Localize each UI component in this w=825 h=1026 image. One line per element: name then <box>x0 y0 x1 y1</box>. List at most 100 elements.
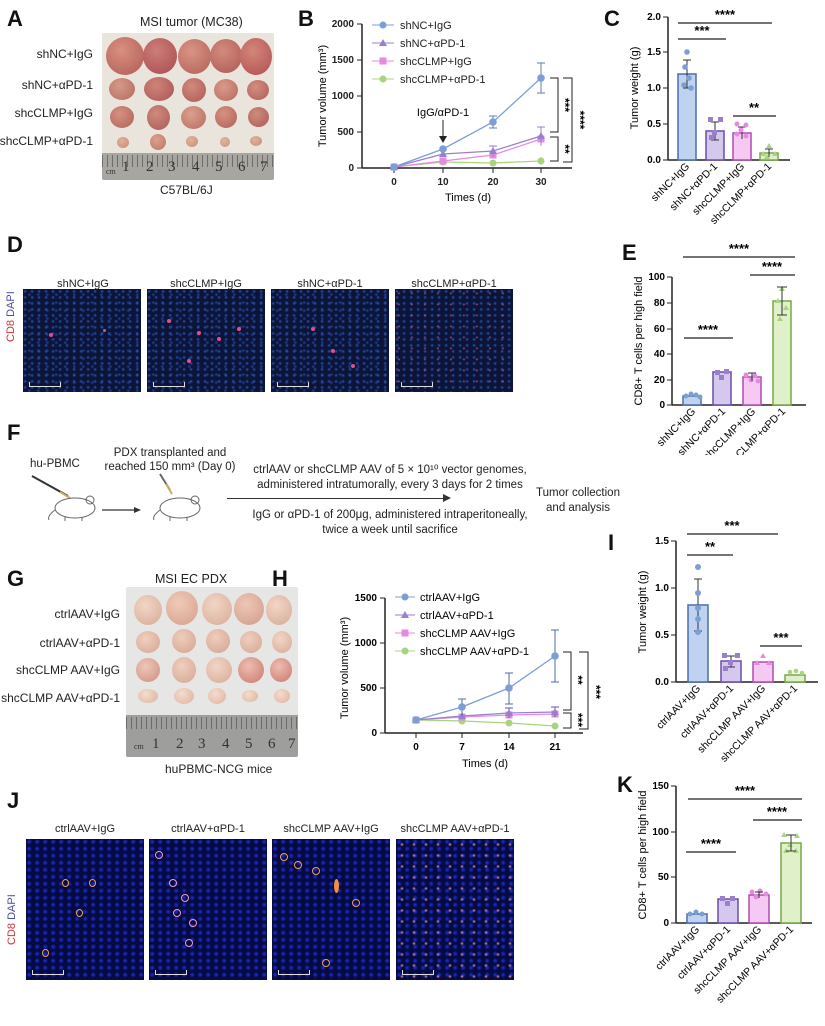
panel-label-h: H <box>272 566 288 591</box>
y-tick: 0.0 <box>647 155 661 166</box>
y-tick: 20 <box>654 375 666 386</box>
x-tick: 0 <box>413 742 419 753</box>
significance-label: **** <box>715 7 736 22</box>
treatment-antibody-line1: IgG or αPD-1 of 200μg, administered intr… <box>252 509 528 521</box>
treatment-aav-line2: administered intratumorally, every 3 day… <box>257 479 523 491</box>
panel-a-row-label-3: shcCLMP+IgG <box>14 106 93 120</box>
y-tick: 2.0 <box>647 12 661 23</box>
panel-label-k: K <box>617 772 633 797</box>
legend-label: shcCLMP AAV+IgG <box>420 628 515 640</box>
x-tick: 20 <box>487 177 499 188</box>
significance-label: **** <box>729 241 750 256</box>
y-tick: 500 <box>360 683 377 694</box>
panel-d-column-title-2: shcCLMP+IgG <box>170 278 242 290</box>
y-tick: 1000 <box>332 91 355 102</box>
significance-label: *** <box>773 630 789 645</box>
y-tick: 1.5 <box>655 536 669 547</box>
y-axis-label: CD8+ T cells per high field <box>637 791 649 920</box>
y-axis-label: Tumor volume (mm³) <box>317 45 329 147</box>
ruler-number: 5 <box>245 736 253 752</box>
y-tick: 0 <box>659 400 665 411</box>
ruler-number: 1 <box>152 736 160 752</box>
y-tick: 150 <box>652 781 669 792</box>
panel-b-line-chart: 0 500 1000 1500 2000 0 10 20 30 Times (d… <box>317 19 587 204</box>
legend-label: shNC+αPD-1 <box>400 38 465 50</box>
y-tick: 1500 <box>355 593 378 604</box>
panel-e-bar-chart: 0 20 40 60 80 100 CD8+ T cells per high … <box>633 241 806 455</box>
panel-a-caption: C57BL/6J <box>160 183 213 197</box>
y-tick: 2000 <box>332 19 355 30</box>
y-tick: 1.5 <box>647 47 661 58</box>
ruler-number: 7 <box>288 736 296 752</box>
panel-k-bar-chart: 0 50 100 150 CD8+ T cells per high field… <box>637 781 812 1006</box>
y-tick: 40 <box>654 349 666 360</box>
ruler-number: 2 <box>146 159 154 175</box>
panel-h-line-chart: 0 500 1000 1500 0 7 14 21 Times (d) Tumo… <box>339 592 603 770</box>
significance-label: *** <box>724 520 740 533</box>
x-tick: 21 <box>549 742 561 753</box>
panel-j-column-title-3: shcCLMP AAV+IgG <box>283 823 379 835</box>
panel-label-c: C <box>604 6 620 31</box>
panel-d-image-1 <box>23 289 141 392</box>
x-tick: 30 <box>535 177 547 188</box>
syringe-icon <box>31 475 71 499</box>
y-tick: 1.0 <box>647 83 661 94</box>
y-tick: 0 <box>348 163 354 174</box>
y-tick: 500 <box>337 127 354 138</box>
panel-label-j: J <box>7 788 20 813</box>
panel-j-image-3 <box>272 839 390 980</box>
ruler-number: 5 <box>215 159 223 175</box>
treatment-antibody-text: IgG or αPD-1 of 200μg, administered intr… <box>240 508 540 538</box>
significance-label: *** <box>571 713 585 727</box>
panel-label-g: G <box>7 566 25 591</box>
y-axis-label: Tumor weight (g) <box>637 571 649 654</box>
x-tick: 7 <box>459 742 465 753</box>
panel-g-row-label-1: ctrlAAV+IgG <box>54 607 120 621</box>
y-tick: 0.5 <box>647 119 661 130</box>
panel-j-column-title-1: ctrlAAV+IgG <box>54 823 115 835</box>
panel-g-row-label-3: shcCLMP AAV+IgG <box>16 663 120 677</box>
legend-label: shcCLMP AAV+αPD-1 <box>420 646 529 658</box>
panel-label-a: A <box>7 6 23 31</box>
y-tick: 80 <box>654 298 666 309</box>
y-tick: 0 <box>371 728 377 739</box>
panel-j-column-title-2: ctrlAAV+αPD-1 <box>171 823 245 835</box>
endpoint-line1: Tumor collection <box>536 487 620 499</box>
panel-j-stain-legend: CD8 DAPI <box>6 894 18 945</box>
panel-g-caption: huPBMC-NCG mice <box>165 762 273 776</box>
ruler-number: 3 <box>168 159 176 175</box>
y-axis-label: CD8+ T cells per high field <box>633 277 645 406</box>
y-tick: 1500 <box>332 55 355 66</box>
arrow-head-icon <box>443 494 451 502</box>
significance-label: **** <box>767 804 788 819</box>
ruler-number: 6 <box>238 159 246 175</box>
dapi-stain-label: DAPI <box>6 894 18 920</box>
panel-d-column-title-1: shNC+IgG <box>57 278 109 290</box>
legend-label: shcCLMP+IgG <box>400 56 472 68</box>
panel-label-b: B <box>298 6 314 31</box>
treatment-aav-text: ctrlAAV or shcCLMP AAV of 5 × 10¹⁰ vecto… <box>240 463 540 493</box>
ruler-number: 4 <box>192 159 200 175</box>
y-tick: 1.0 <box>655 583 669 594</box>
panel-d-column-title-4: shcCLMP+αPD-1 <box>411 278 497 290</box>
y-tick: 50 <box>658 872 670 883</box>
x-axis-label: Times (d) <box>462 758 508 770</box>
significance-label: **** <box>573 111 587 130</box>
significance-label: **** <box>701 836 722 851</box>
significance-label: *** <box>558 98 572 112</box>
treatment-annotation: IgG/αPD-1 <box>417 107 469 119</box>
panel-label-d: D <box>7 232 23 257</box>
timeline-arrow <box>227 498 447 499</box>
step-pdx-line1: PDX transplanted and <box>113 447 227 459</box>
ruler-number: 6 <box>268 736 276 752</box>
legend: ctrlAAV+IgG ctrlAAV+αPD-1 shcCLMP AAV+Ig… <box>395 592 529 658</box>
ruler-number: 4 <box>222 736 230 752</box>
panel-d-image-2 <box>147 289 265 392</box>
mouse-workflow-illustration <box>31 473 201 521</box>
syringe-icon <box>159 473 173 495</box>
panel-a-row-label-4: shcCLMP+αPD-1 <box>0 134 93 148</box>
panel-label-i: I <box>608 530 615 555</box>
ruler-number: 7 <box>260 159 268 175</box>
legend: shNC+IgG shNC+αPD-1 shcCLMP+IgG shcCLMP+… <box>372 20 486 86</box>
ruler-number: 2 <box>176 736 184 752</box>
